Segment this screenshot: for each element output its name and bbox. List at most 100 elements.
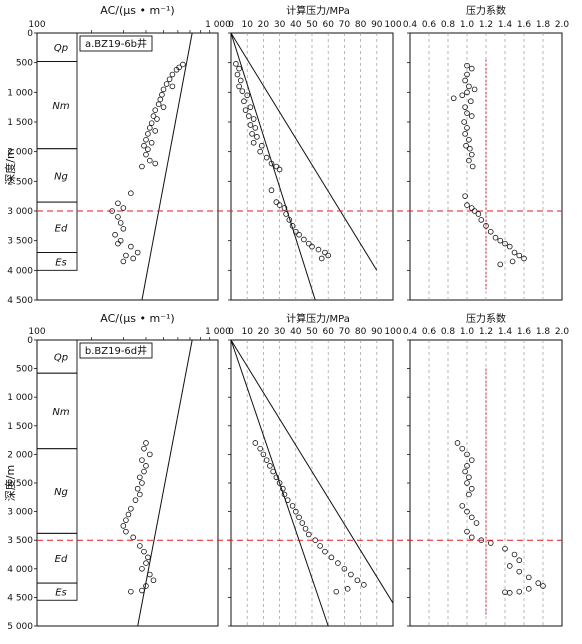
ac-point [147, 157, 153, 164]
coef-point [516, 557, 523, 564]
pressure-point [260, 451, 267, 458]
coef-point [525, 586, 532, 592]
ac-trend-line [137, 339, 193, 627]
pressure-point [322, 548, 328, 555]
pressure-gradient-line [230, 339, 394, 604]
pressure-tick-label: 80 [355, 327, 367, 337]
ac-point [123, 517, 129, 523]
coef-point [459, 92, 466, 99]
coef-point [502, 589, 508, 596]
coef-point [467, 145, 473, 152]
pressure-point [241, 98, 247, 105]
coef-point [540, 583, 546, 589]
pressure-point [292, 508, 299, 515]
formation-label: Nm [52, 407, 69, 418]
ac-point [112, 231, 118, 238]
coef-point [473, 520, 480, 526]
ac-point [117, 220, 124, 226]
coef-point [475, 211, 482, 217]
coef-point [483, 223, 489, 229]
coef-point [506, 590, 513, 596]
ac-point [143, 440, 149, 446]
pressure-point [289, 223, 296, 229]
pressure-point [328, 554, 335, 561]
ac-point [147, 571, 153, 578]
depth-tick-label: 4 000 [7, 266, 33, 276]
pressure-tick-label: 0 [228, 327, 234, 337]
ac-point [173, 66, 180, 73]
coef-point [464, 508, 470, 515]
pressure-point [246, 113, 252, 119]
depth-tick-label: 2 000 [7, 450, 33, 460]
pressure-point [305, 240, 312, 247]
coef-point [459, 503, 466, 509]
ac-point [128, 588, 134, 595]
pressure-axis-title: 计算压力/MPa [286, 4, 350, 17]
coef-point [464, 480, 470, 486]
coef-point [506, 563, 513, 569]
pressure-point [237, 77, 244, 84]
coef-point [462, 193, 468, 199]
pressure-point [250, 116, 257, 122]
coef-point [466, 157, 472, 164]
depth-tick-label: 500 [16, 365, 33, 375]
coef-axis-title: 压力系数 [466, 4, 506, 17]
ac-point [134, 485, 141, 492]
coef-point [497, 261, 504, 268]
ac-axis-title: AC/(μs • m⁻¹) [100, 4, 174, 17]
ac-point [150, 577, 157, 584]
depth-tick-label: 3 000 [7, 207, 33, 217]
pressure-tick-label: 20 [258, 20, 270, 30]
coef-point [468, 65, 475, 72]
pressure-point [305, 531, 312, 538]
ac-point [123, 252, 129, 259]
pressure-point [236, 65, 242, 72]
depth-tick-label: 0 [27, 29, 33, 39]
ac-point [128, 190, 134, 197]
coef-point [464, 89, 470, 96]
depth-tick-label: 1 000 [7, 88, 33, 98]
ac-point [120, 258, 127, 265]
ac-point [115, 214, 121, 220]
ac-point [143, 463, 149, 469]
coef-tick-label: 1.4 [498, 327, 513, 337]
pressure-tick-label: 80 [355, 20, 367, 30]
coef-point [509, 258, 516, 265]
well-label-box [79, 342, 153, 359]
formation-label: Nm [52, 101, 69, 112]
ac-point [154, 116, 160, 122]
depth-tick-label: 2 500 [7, 479, 33, 489]
ac-point [120, 205, 127, 211]
pressure-tick-label: 100 [384, 327, 401, 337]
pressure-gradient-line [230, 339, 329, 627]
pressure-tick-label: 90 [371, 327, 383, 337]
well-label-box [79, 35, 153, 52]
ac-point [143, 583, 149, 589]
coef-point [469, 163, 476, 170]
pressure-point [289, 503, 296, 509]
coef-point [487, 540, 494, 546]
depth-axis-title: 深度/m [3, 148, 17, 184]
pressure-point [341, 565, 348, 572]
coef-point [464, 110, 470, 116]
coef-point [478, 217, 485, 223]
ac-tick-label: 1 000 [205, 327, 231, 337]
pressure-point [361, 582, 367, 588]
pressure-point [333, 588, 340, 595]
ac-point [152, 128, 159, 134]
pressure-point [348, 571, 354, 578]
formation-label: Ng [54, 487, 68, 498]
pressure-point [284, 497, 291, 503]
ac-point [180, 61, 186, 68]
coef-tick-label: 1.0 [460, 327, 475, 337]
pressure-point [247, 122, 254, 128]
pressure-point [283, 211, 289, 217]
coef-point [464, 125, 470, 131]
ac-point [147, 451, 153, 458]
coef-point [464, 62, 470, 69]
coef-axis-title: 压力系数 [466, 312, 506, 325]
coef-tick-label: 1.8 [536, 20, 551, 30]
coef-tick-label: 0.6 [422, 327, 437, 337]
pressure-point [268, 187, 275, 194]
